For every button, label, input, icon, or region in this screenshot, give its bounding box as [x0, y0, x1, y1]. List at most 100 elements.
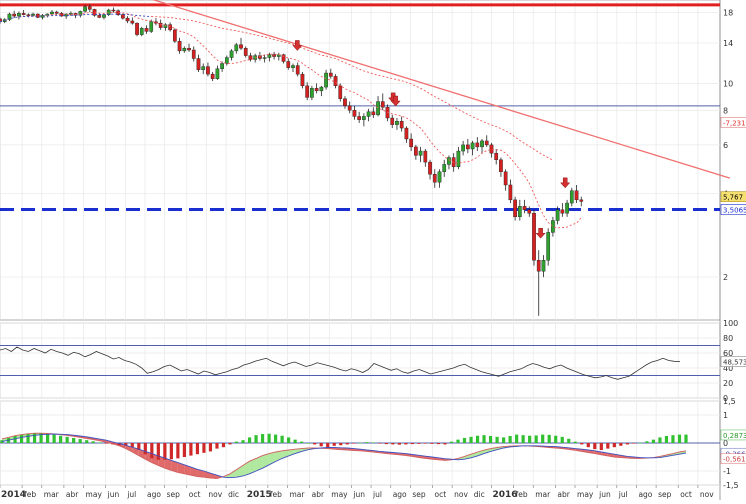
- candle-body: [268, 55, 271, 58]
- macd-bar: [404, 443, 407, 444]
- macd-histogram: [0, 433, 687, 460]
- x-tick-label: nov: [700, 490, 714, 499]
- price-tick-label: 8: [723, 106, 728, 115]
- macd-bar: [79, 439, 82, 443]
- ma-value-tag: -7,2316: [723, 119, 746, 127]
- macd-bar: [176, 443, 179, 458]
- candle-body: [98, 15, 101, 17]
- candle-body: [301, 74, 304, 86]
- macd-bar: [632, 443, 635, 444]
- candle-body: [343, 99, 346, 106]
- x-tick-label: feb: [270, 490, 282, 499]
- candle-body: [235, 45, 238, 51]
- x-tick-label: feb: [516, 490, 528, 499]
- candle-body: [495, 153, 498, 160]
- macd-bar: [535, 435, 538, 443]
- macd-bar: [228, 443, 231, 444]
- macd-bar: [639, 443, 642, 444]
- candle-body: [22, 13, 25, 14]
- macd-bar: [352, 443, 355, 444]
- macd-bar: [411, 443, 414, 444]
- macd-bar: [626, 443, 629, 444]
- candle-body: [376, 102, 379, 115]
- x-tick-label: jun: [107, 490, 120, 499]
- candle-body: [13, 14, 16, 16]
- candle-body: [306, 86, 309, 98]
- candle-body: [145, 28, 148, 31]
- candle-body: [102, 15, 105, 18]
- macd-bar: [652, 440, 655, 443]
- down-arrow-icon: [536, 228, 545, 238]
- candle-body: [202, 67, 205, 70]
- candle-body: [206, 67, 209, 75]
- macd-bar: [183, 443, 186, 457]
- macd-bar: [267, 434, 270, 443]
- price-axis: 2468101418: [723, 9, 733, 282]
- macd-bar: [59, 436, 62, 443]
- macd-bar: [385, 443, 388, 444]
- macd-bar: [33, 433, 36, 443]
- candle-body: [542, 260, 545, 271]
- candle-body: [315, 88, 318, 91]
- x-tick-label: jun: [352, 490, 365, 499]
- candle-body: [112, 10, 115, 11]
- macd-bar: [144, 443, 147, 454]
- candle-body: [178, 41, 181, 51]
- candle-body: [211, 74, 214, 79]
- macd-bar: [424, 443, 427, 444]
- candle-body: [55, 12, 58, 13]
- macd-bar: [476, 436, 479, 443]
- macd-bar: [482, 435, 485, 443]
- candle-body: [121, 15, 124, 18]
- candle-body: [381, 102, 384, 108]
- candle-body: [556, 210, 559, 221]
- candle-body: [466, 145, 469, 149]
- macd-value-tag-2: -0,5615: [723, 456, 746, 464]
- x-tick-label: dic: [474, 490, 485, 499]
- macd-bar: [209, 443, 212, 451]
- candle-body: [395, 121, 398, 124]
- candle-body: [400, 121, 403, 128]
- macd-bar: [678, 435, 681, 443]
- macd-bar: [320, 443, 323, 446]
- x-tick-label: ago: [393, 490, 407, 499]
- candle-body: [518, 206, 521, 216]
- candle-body: [461, 145, 464, 151]
- candle-body: [391, 118, 394, 125]
- level-tag: 3,5065: [723, 207, 746, 215]
- macd-bar: [372, 442, 375, 443]
- candle-body: [88, 7, 91, 10]
- candle-body: [414, 147, 417, 155]
- candle-body: [428, 162, 431, 174]
- candle-body: [499, 160, 502, 172]
- macd-bar: [359, 443, 362, 444]
- candle-body: [140, 28, 143, 34]
- candle-body: [523, 206, 526, 209]
- macd-value-tag-0: 0,2873: [723, 432, 746, 440]
- candle-body: [561, 210, 564, 213]
- candle-body: [83, 7, 86, 12]
- rsi-tick-label: 80: [723, 334, 733, 343]
- candle-body: [537, 260, 540, 271]
- x-tick-label: jun: [598, 490, 611, 499]
- macd-bar: [157, 443, 160, 460]
- candle-body: [31, 14, 34, 15]
- macd-bar: [391, 443, 394, 444]
- x-tick-label: mar: [535, 490, 551, 499]
- macd-bar: [72, 438, 75, 443]
- candle-body: [357, 116, 360, 119]
- x-tick-label: sep: [412, 490, 426, 499]
- macd-bar: [170, 443, 173, 459]
- x-tick-label: nov: [208, 490, 222, 499]
- candle-body: [135, 23, 138, 34]
- x-tick-label: may: [331, 490, 348, 499]
- panel-frames: [0, 0, 720, 485]
- candle-body: [192, 50, 195, 58]
- candle-body: [532, 213, 535, 260]
- x-tick-label: sep: [658, 490, 672, 499]
- candle-body: [159, 23, 162, 27]
- x-tick-label: may: [86, 490, 103, 499]
- macd-bar: [85, 440, 88, 443]
- macd-bar: [365, 442, 368, 443]
- macd-bar: [98, 442, 101, 443]
